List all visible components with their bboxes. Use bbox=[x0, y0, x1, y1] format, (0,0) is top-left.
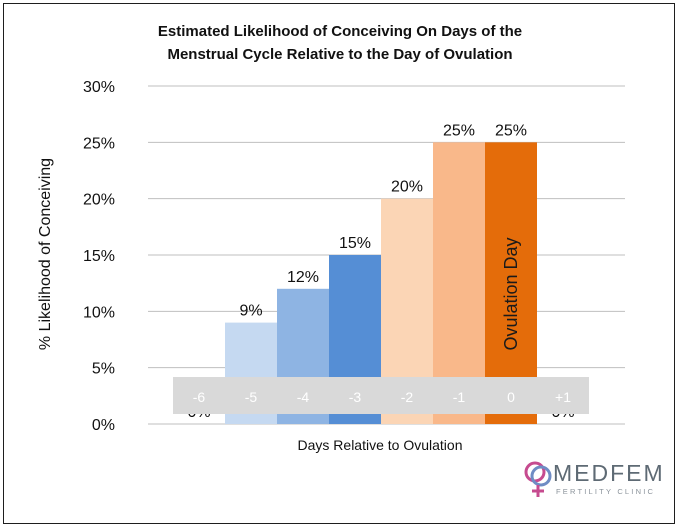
chart-title-line-2: Menstrual Cycle Relative to the Day of O… bbox=[167, 46, 512, 63]
category-label--6: -6 bbox=[193, 389, 206, 405]
venus-symbol-icon bbox=[524, 461, 552, 497]
category-label--1: -1 bbox=[453, 389, 466, 405]
data-label--3: 15% bbox=[339, 235, 371, 252]
y-tick-label: 30% bbox=[83, 79, 115, 96]
y-tick-label: 15% bbox=[83, 248, 115, 265]
y-tick-label: 10% bbox=[83, 304, 115, 321]
category-label--5: -5 bbox=[245, 389, 258, 405]
y-tick-label: 25% bbox=[83, 135, 115, 152]
y-tick-label: 5% bbox=[92, 361, 115, 378]
logo-tagline: FERTILITY CLINIC bbox=[556, 487, 655, 496]
y-tick-label: 0% bbox=[92, 417, 115, 434]
x-axis-label: Days Relative to Ovulation bbox=[298, 437, 463, 453]
data-label--5: 9% bbox=[239, 303, 262, 320]
data-label-0: 25% bbox=[495, 122, 527, 139]
ovulation-day-annotation: Ovulation Day bbox=[501, 237, 521, 350]
data-label--1: 25% bbox=[443, 122, 475, 139]
y-axis-ticks: 0% 5% 10% 15% 20% 25% 30% bbox=[83, 79, 115, 434]
data-label--4: 12% bbox=[287, 269, 319, 286]
category-label--3: -3 bbox=[349, 389, 362, 405]
y-axis-label: % Likelihood of Conceiving bbox=[37, 158, 54, 350]
data-label--2: 20% bbox=[391, 179, 423, 196]
category-label-+1: +1 bbox=[555, 389, 571, 405]
y-tick-label: 20% bbox=[83, 192, 115, 209]
medfem-logo: MEDFEM FERTILITY CLINIC bbox=[524, 460, 665, 497]
x-axis-category-strip: -6 -5 -4 -3 -2 -1 0 +1 bbox=[173, 377, 589, 414]
chart-title-line-1: Estimated Likelihood of Conceiving On Da… bbox=[158, 23, 522, 40]
category-label-0: 0 bbox=[507, 389, 515, 405]
category-strip bbox=[173, 377, 589, 414]
category-label--4: -4 bbox=[297, 389, 310, 405]
logo-name: MEDFEM bbox=[553, 460, 665, 486]
category-label--2: -2 bbox=[401, 389, 414, 405]
